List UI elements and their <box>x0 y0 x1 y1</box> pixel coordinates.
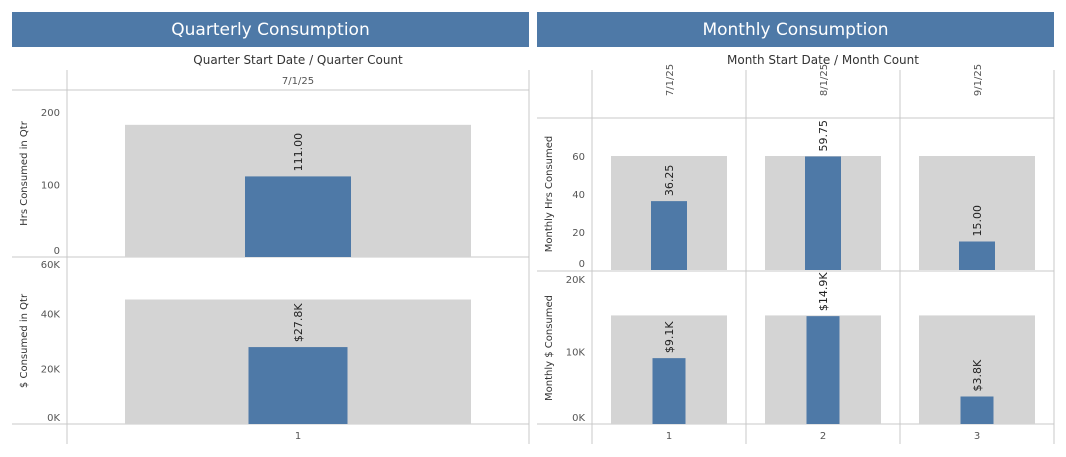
month-dollars-bar <box>652 358 686 424</box>
month-dollars-data-label: $3.8K <box>971 359 984 391</box>
column-date-label: 7/1/25 <box>665 64 676 96</box>
month-hrs-data-label: 15.00 <box>971 205 984 237</box>
month-hrs-bar <box>959 241 995 270</box>
monthly-title: Monthly Consumption <box>537 12 1054 47</box>
month-hrs-bar <box>651 201 687 270</box>
month-hrs-data-label: 36.25 <box>663 165 676 197</box>
quarterly-column-header: Quarter Start Date / Quarter Count <box>193 53 403 67</box>
quarter-hrs-bar <box>245 176 351 257</box>
column-date-label: 8/1/25 <box>819 64 830 96</box>
month-hrs-ylabel: Monthly Hrs Consumed <box>544 136 555 252</box>
month-dollars-ytick-label: 20K <box>566 275 586 286</box>
month-dollars-bar <box>806 316 840 424</box>
month-hrs-ytick-label: 0 <box>579 259 585 270</box>
month-dollars-bar <box>960 396 994 424</box>
month-dollars-ytick-label: 10K <box>566 348 586 359</box>
quarter-dollars-ytick-label: 20K <box>41 365 61 376</box>
month-dollars-ylabel: Monthly $ Consumed <box>544 295 555 401</box>
monthly-column-header: Month Start Date / Month Count <box>727 53 919 67</box>
category-label: 3 <box>974 431 980 442</box>
quarterly-title: Quarterly Consumption <box>12 12 529 47</box>
quarter-dollars-bar <box>248 347 348 424</box>
month-hrs-ytick-label: 60 <box>572 152 585 163</box>
quarter-dollars-ytick-label: 60K <box>41 260 61 271</box>
month-hrs-data-label: 59.75 <box>817 120 830 152</box>
quarter-hrs-data-label: 111.00 <box>292 133 305 172</box>
category-label: 1 <box>295 431 301 442</box>
category-label: 1 <box>666 431 672 442</box>
quarter-dollars-ylabel: $ Consumed in Qtr <box>19 293 30 388</box>
quarter-hrs-ytick-label: 0 <box>54 246 60 257</box>
quarter-hrs-ytick-label: 100 <box>41 180 60 191</box>
month-hrs-bar <box>805 156 841 270</box>
category-label: 2 <box>820 431 826 442</box>
quarter-dollars-data-label: $27.8K <box>292 303 305 342</box>
quarter-hrs-ylabel: Hrs Consumed in Qtr <box>19 120 30 226</box>
quarter-dollars-ytick-label: 40K <box>41 309 61 320</box>
month-hrs-ytick-label: 20 <box>572 228 585 239</box>
month-hrs-ytick-label: 40 <box>572 190 585 201</box>
month-dollars-ytick-label: 0K <box>572 413 585 424</box>
column-date-label: 7/1/25 <box>282 76 314 87</box>
quarter-hrs-ytick-label: 200 <box>41 108 60 119</box>
quarter-dollars-ytick-label: 0K <box>47 413 60 424</box>
column-date-label: 9/1/25 <box>973 64 984 96</box>
month-dollars-data-label: $14.9K <box>817 272 830 311</box>
month-dollars-data-label: $9.1K <box>663 321 676 353</box>
